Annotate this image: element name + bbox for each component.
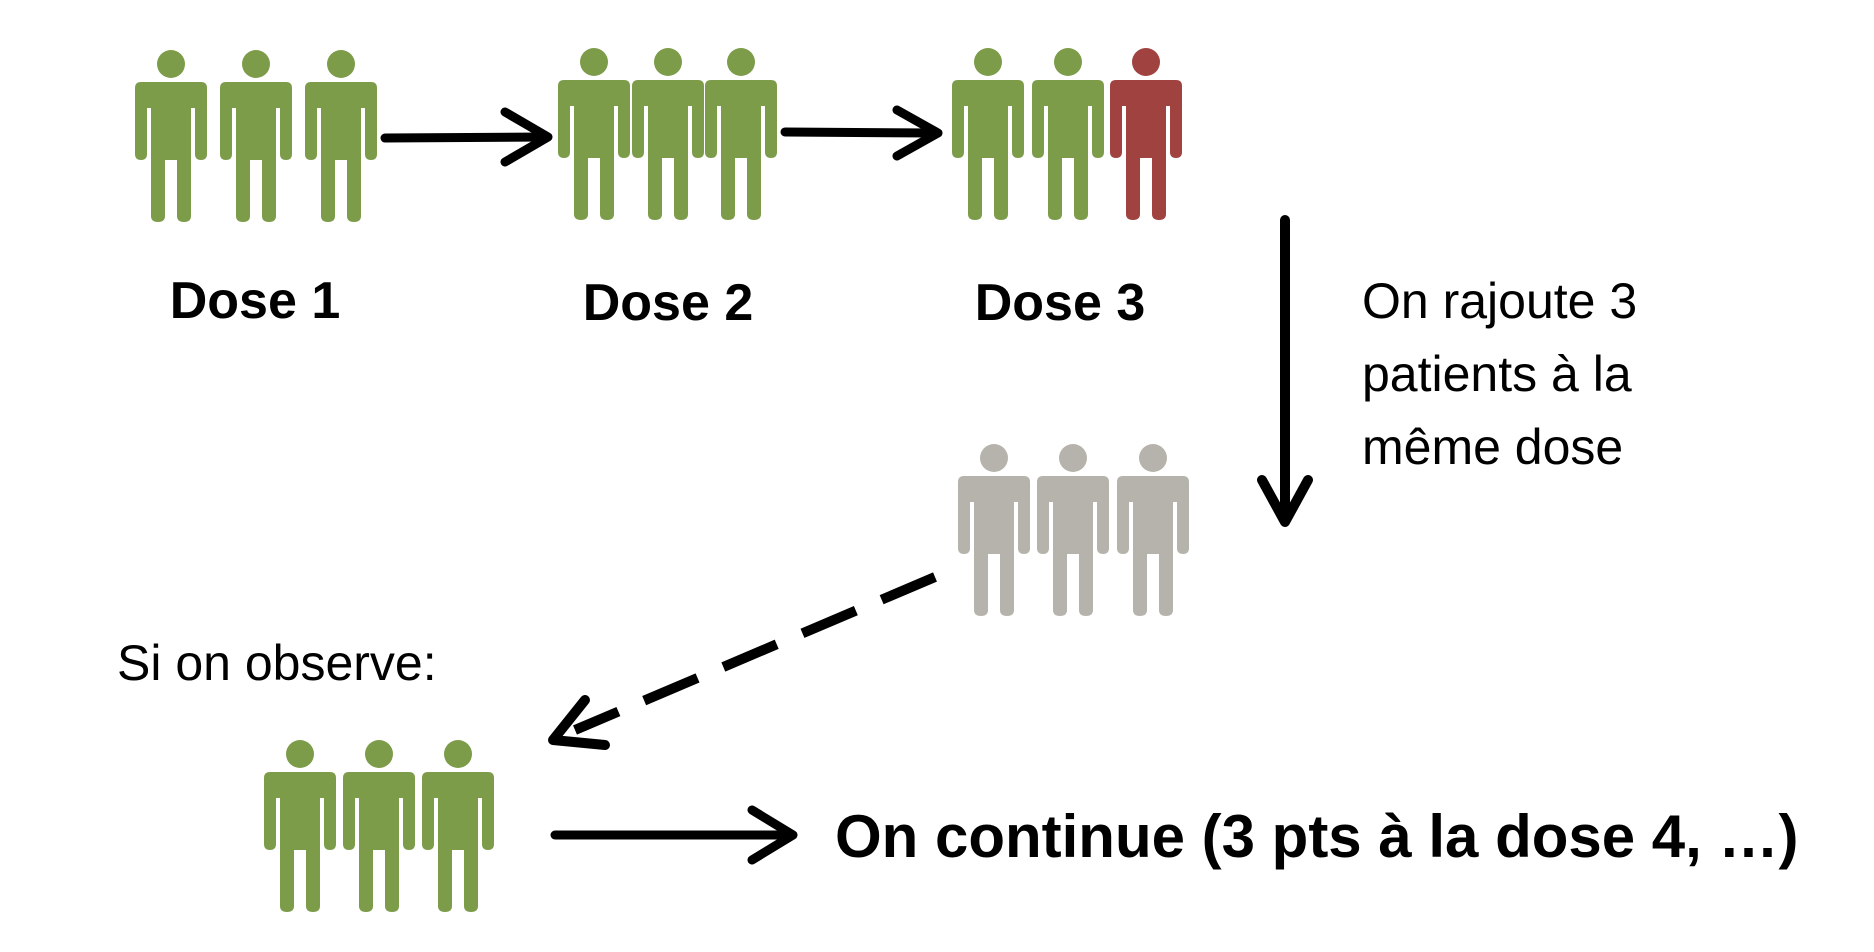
- patient-icon: [220, 50, 292, 222]
- observed-patient-group: [264, 740, 494, 912]
- patient-icon: [135, 50, 207, 222]
- patient-icon: [1032, 48, 1104, 220]
- dose-3-patient-group: [952, 48, 1182, 220]
- dose-3-label: Dose 3: [975, 274, 1146, 332]
- patient-icon: [264, 740, 336, 912]
- dose-1-patient-group: [135, 50, 377, 222]
- observation-label: Si on observe:: [117, 635, 437, 691]
- caption-line: On rajoute 3: [1362, 273, 1637, 329]
- caption-line: même dose: [1362, 419, 1623, 475]
- patient-icon: [558, 48, 630, 220]
- toxicity-patient-icon: [1110, 48, 1182, 220]
- outcome-text: On continue (3 pts à la dose 4, …): [835, 803, 1799, 870]
- dose-2-label: Dose 2: [583, 274, 754, 332]
- added-patient-group: [958, 444, 1189, 616]
- patient-icon: [305, 50, 377, 222]
- arrow-down-icon: [1257, 215, 1313, 527]
- pending-patient-icon: [1037, 444, 1109, 616]
- dashed-arrow-icon: [548, 572, 937, 750]
- arrow-icon: [380, 107, 553, 167]
- arrow-icon: [780, 105, 943, 161]
- arrow-icon: [550, 805, 798, 865]
- patient-icon: [632, 48, 704, 220]
- patient-icon: [343, 740, 415, 912]
- pending-patient-icon: [958, 444, 1030, 616]
- patient-icon: [422, 740, 494, 912]
- dose-2-patient-group: [558, 48, 777, 220]
- caption-line: patients à la: [1362, 346, 1632, 402]
- pending-patient-icon: [1117, 444, 1189, 616]
- added-patients-caption: On rajoute 3 patients à la même dose: [1362, 273, 1651, 475]
- patient-icon: [952, 48, 1024, 220]
- patient-icon: [705, 48, 777, 220]
- dose-1-label: Dose 1: [170, 272, 341, 330]
